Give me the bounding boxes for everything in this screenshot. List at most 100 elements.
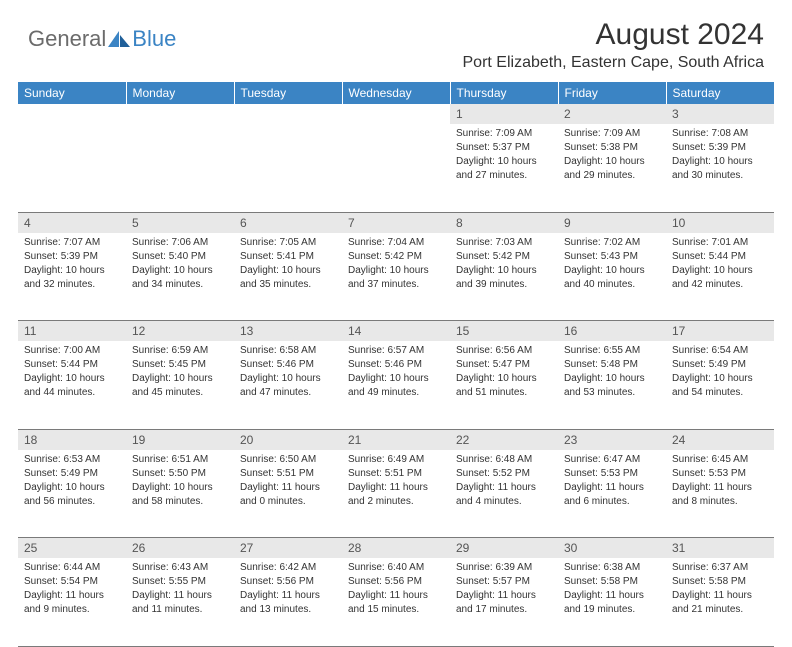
daylight-line1: Daylight: 11 hours — [24, 589, 120, 602]
daylight-line1: Daylight: 10 hours — [348, 372, 444, 385]
daylight-line2: and 13 minutes. — [240, 603, 336, 616]
sunset-text: Sunset: 5:44 PM — [24, 358, 120, 371]
day-number-cell: 25 — [18, 538, 126, 559]
month-title: August 2024 — [463, 18, 765, 52]
daylight-line2: and 2 minutes. — [348, 495, 444, 508]
sunrise-text: Sunrise: 7:07 AM — [24, 236, 120, 249]
day-detail-cell: Sunrise: 6:39 AMSunset: 5:57 PMDaylight:… — [450, 558, 558, 646]
sunset-text: Sunset: 5:56 PM — [348, 575, 444, 588]
daylight-line2: and 58 minutes. — [132, 495, 228, 508]
header: General Blue August 2024 Port Elizabeth,… — [0, 0, 792, 76]
sunrise-text: Sunrise: 6:43 AM — [132, 561, 228, 574]
sunset-text: Sunset: 5:46 PM — [240, 358, 336, 371]
daylight-line2: and 19 minutes. — [564, 603, 660, 616]
weekday-header-row: Sunday Monday Tuesday Wednesday Thursday… — [18, 82, 774, 104]
day-detail-cell — [126, 124, 234, 212]
day-number-cell: 15 — [450, 321, 558, 342]
day-detail-row: Sunrise: 7:09 AMSunset: 5:37 PMDaylight:… — [18, 124, 774, 212]
daylight-line1: Daylight: 10 hours — [132, 481, 228, 494]
day-number-cell: 29 — [450, 538, 558, 559]
sunset-text: Sunset: 5:47 PM — [456, 358, 552, 371]
sunrise-text: Sunrise: 6:37 AM — [672, 561, 768, 574]
day-number-cell: 7 — [342, 212, 450, 233]
col-saturday: Saturday — [666, 82, 774, 104]
sunrise-text: Sunrise: 6:40 AM — [348, 561, 444, 574]
daylight-line2: and 35 minutes. — [240, 278, 336, 291]
sunrise-text: Sunrise: 6:58 AM — [240, 344, 336, 357]
daylight-line2: and 40 minutes. — [564, 278, 660, 291]
col-monday: Monday — [126, 82, 234, 104]
day-detail-cell: Sunrise: 6:51 AMSunset: 5:50 PMDaylight:… — [126, 450, 234, 538]
day-number-cell: 27 — [234, 538, 342, 559]
day-detail-cell: Sunrise: 7:09 AMSunset: 5:37 PMDaylight:… — [450, 124, 558, 212]
daylight-line1: Daylight: 10 hours — [240, 264, 336, 277]
day-number-row: 18192021222324 — [18, 429, 774, 450]
sunrise-text: Sunrise: 7:08 AM — [672, 127, 768, 140]
day-detail-cell: Sunrise: 6:54 AMSunset: 5:49 PMDaylight:… — [666, 341, 774, 429]
day-number-cell: 24 — [666, 429, 774, 450]
sunset-text: Sunset: 5:39 PM — [672, 141, 768, 154]
day-number-cell: 18 — [18, 429, 126, 450]
daylight-line1: Daylight: 10 hours — [240, 372, 336, 385]
daylight-line1: Daylight: 10 hours — [564, 155, 660, 168]
sunrise-text: Sunrise: 6:56 AM — [456, 344, 552, 357]
sunset-text: Sunset: 5:52 PM — [456, 467, 552, 480]
day-detail-cell: Sunrise: 6:55 AMSunset: 5:48 PMDaylight:… — [558, 341, 666, 429]
sunset-text: Sunset: 5:42 PM — [348, 250, 444, 263]
day-detail-cell: Sunrise: 6:53 AMSunset: 5:49 PMDaylight:… — [18, 450, 126, 538]
sunrise-text: Sunrise: 6:59 AM — [132, 344, 228, 357]
sunset-text: Sunset: 5:54 PM — [24, 575, 120, 588]
sunset-text: Sunset: 5:49 PM — [24, 467, 120, 480]
daylight-line2: and 39 minutes. — [456, 278, 552, 291]
sunset-text: Sunset: 5:57 PM — [456, 575, 552, 588]
sunset-text: Sunset: 5:48 PM — [564, 358, 660, 371]
day-detail-row: Sunrise: 6:44 AMSunset: 5:54 PMDaylight:… — [18, 558, 774, 646]
sunset-text: Sunset: 5:53 PM — [672, 467, 768, 480]
day-number-cell: 10 — [666, 212, 774, 233]
daylight-line2: and 45 minutes. — [132, 386, 228, 399]
day-detail-cell: Sunrise: 6:42 AMSunset: 5:56 PMDaylight:… — [234, 558, 342, 646]
daylight-line1: Daylight: 10 hours — [672, 264, 768, 277]
day-number-cell: 2 — [558, 104, 666, 124]
daylight-line1: Daylight: 10 hours — [24, 372, 120, 385]
daylight-line2: and 44 minutes. — [24, 386, 120, 399]
daylight-line2: and 37 minutes. — [348, 278, 444, 291]
day-detail-row: Sunrise: 7:00 AMSunset: 5:44 PMDaylight:… — [18, 341, 774, 429]
daylight-line2: and 17 minutes. — [456, 603, 552, 616]
day-detail-cell — [342, 124, 450, 212]
day-number-cell — [126, 104, 234, 124]
daylight-line2: and 8 minutes. — [672, 495, 768, 508]
day-number-cell: 16 — [558, 321, 666, 342]
day-number-cell: 11 — [18, 321, 126, 342]
day-detail-cell: Sunrise: 6:49 AMSunset: 5:51 PMDaylight:… — [342, 450, 450, 538]
day-detail-cell: Sunrise: 7:01 AMSunset: 5:44 PMDaylight:… — [666, 233, 774, 321]
daylight-line1: Daylight: 11 hours — [348, 589, 444, 602]
day-detail-cell: Sunrise: 6:57 AMSunset: 5:46 PMDaylight:… — [342, 341, 450, 429]
sunset-text: Sunset: 5:51 PM — [240, 467, 336, 480]
day-number-cell: 3 — [666, 104, 774, 124]
day-number-cell: 23 — [558, 429, 666, 450]
day-detail-cell: Sunrise: 6:58 AMSunset: 5:46 PMDaylight:… — [234, 341, 342, 429]
daylight-line1: Daylight: 11 hours — [132, 589, 228, 602]
daylight-line2: and 15 minutes. — [348, 603, 444, 616]
day-number-cell: 14 — [342, 321, 450, 342]
day-number-cell: 17 — [666, 321, 774, 342]
day-number-cell: 9 — [558, 212, 666, 233]
daylight-line1: Daylight: 10 hours — [348, 264, 444, 277]
day-detail-cell: Sunrise: 6:38 AMSunset: 5:58 PMDaylight:… — [558, 558, 666, 646]
daylight-line2: and 34 minutes. — [132, 278, 228, 291]
sunrise-text: Sunrise: 6:45 AM — [672, 453, 768, 466]
daylight-line2: and 47 minutes. — [240, 386, 336, 399]
daylight-line2: and 49 minutes. — [348, 386, 444, 399]
day-detail-cell: Sunrise: 6:50 AMSunset: 5:51 PMDaylight:… — [234, 450, 342, 538]
day-detail-cell: Sunrise: 6:47 AMSunset: 5:53 PMDaylight:… — [558, 450, 666, 538]
daylight-line1: Daylight: 10 hours — [564, 264, 660, 277]
sunset-text: Sunset: 5:46 PM — [348, 358, 444, 371]
sunset-text: Sunset: 5:53 PM — [564, 467, 660, 480]
col-tuesday: Tuesday — [234, 82, 342, 104]
day-detail-cell: Sunrise: 7:03 AMSunset: 5:42 PMDaylight:… — [450, 233, 558, 321]
day-number-row: 25262728293031 — [18, 538, 774, 559]
sunrise-text: Sunrise: 6:44 AM — [24, 561, 120, 574]
day-detail-row: Sunrise: 7:07 AMSunset: 5:39 PMDaylight:… — [18, 233, 774, 321]
day-number-cell: 28 — [342, 538, 450, 559]
